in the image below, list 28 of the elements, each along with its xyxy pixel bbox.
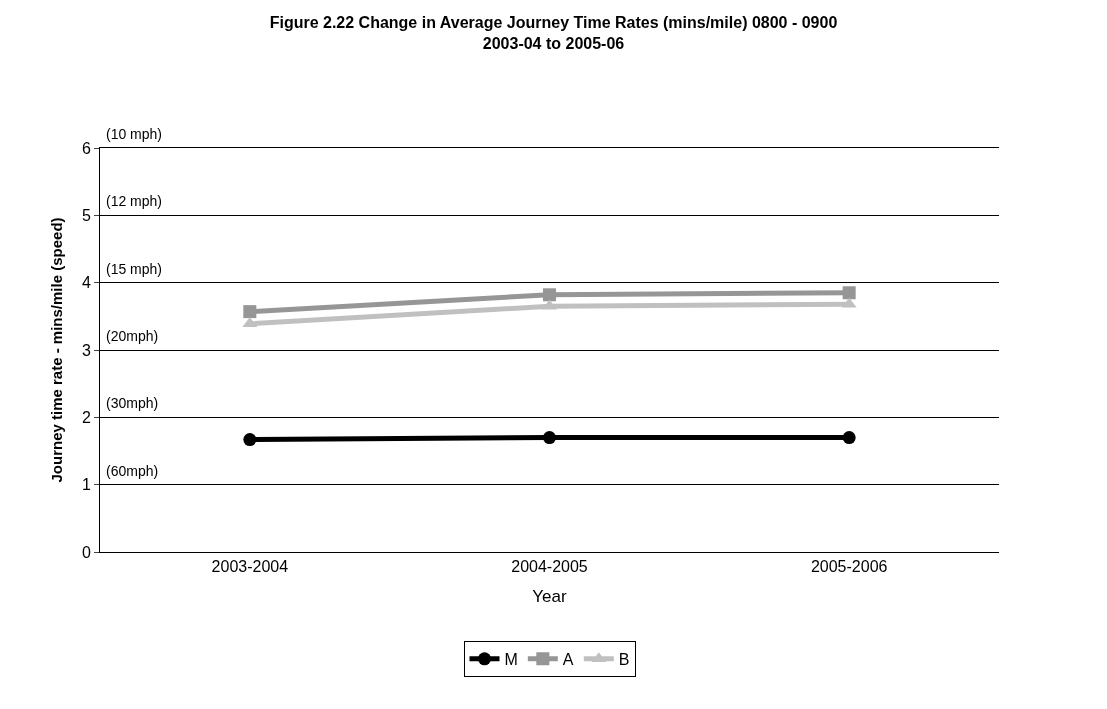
point xyxy=(243,305,257,319)
x-tick-label: 2003-2004 xyxy=(211,558,289,576)
legend-label: M xyxy=(504,651,518,669)
text: (10 mph) xyxy=(106,126,163,142)
annotation: (15 mph) xyxy=(106,261,163,277)
y-tick-label: 5 xyxy=(81,206,91,224)
y-tick-label: 1 xyxy=(81,476,91,494)
point xyxy=(842,431,856,445)
point xyxy=(543,288,556,302)
annotation: (30mph) xyxy=(106,395,159,411)
annotation: (60mph) xyxy=(106,463,159,479)
y-tick-label: 3 xyxy=(81,341,91,359)
x-axis-title: Year xyxy=(532,586,568,606)
point xyxy=(543,431,556,445)
legend-label: B xyxy=(618,651,630,669)
annotation: (20mph) xyxy=(106,328,159,344)
x-tick-label: 2004-2005 xyxy=(511,558,588,576)
legend-label: A xyxy=(562,651,574,669)
y-axis-title: Journey time rate - mins/mile (speed) xyxy=(48,217,66,483)
x-tick-label: 2005-2006 xyxy=(810,558,888,576)
annotation: (12 mph) xyxy=(106,193,163,209)
chart-title: Figure 2.22 Change in Average Journey Time Rates (mins/mile) 0800 - 0900 2003-04 to 2005-06 xyxy=(269,14,838,53)
point xyxy=(243,433,257,447)
y-tick-label: 4 xyxy=(81,274,91,292)
y-tick-label: 6 xyxy=(81,139,91,157)
y-tick-label: 0 xyxy=(81,543,91,561)
point xyxy=(842,286,856,300)
y-tick-label: 2 xyxy=(81,408,91,426)
